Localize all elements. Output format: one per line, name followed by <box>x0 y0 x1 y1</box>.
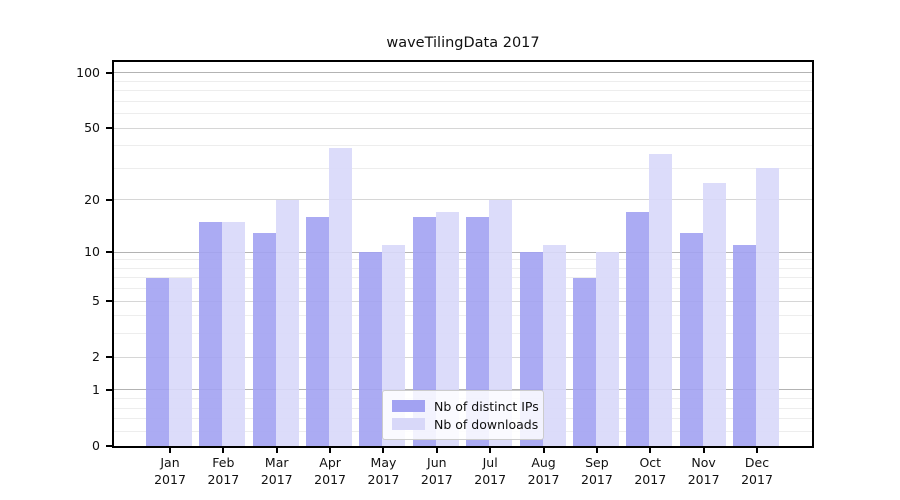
x-tick-mark <box>702 448 705 453</box>
y-axis-tick-label: 0 <box>92 438 100 453</box>
bar-distinct-ips <box>252 232 276 446</box>
gridline-minor <box>114 267 812 269</box>
y-axis-tick-label: 50 <box>84 120 100 136</box>
x-axis-tick-label: May 2017 <box>367 455 400 487</box>
gridline-minor <box>114 80 812 82</box>
x-tick-mark <box>435 448 438 453</box>
legend-swatch-distinct-ips <box>392 400 425 412</box>
x-tick-mark <box>756 448 758 453</box>
bar-distinct-ips <box>466 217 490 446</box>
bar-downloads <box>275 199 299 446</box>
x-axis-tick-label: Nov 2017 <box>687 455 720 487</box>
y-axis-tick-label: 5 <box>92 293 100 309</box>
x-tick-mark <box>489 448 492 453</box>
gridline-minor <box>114 259 812 261</box>
y-axis-tick-label: 10 <box>84 244 100 260</box>
plot-area: waveTilingData 2017 100 50 20 10 5 2 1 0 Jan 201… <box>76 35 814 487</box>
x-axis-tick-label: Feb 2017 <box>207 455 240 487</box>
bar-downloads <box>222 221 246 446</box>
bar-downloads <box>542 245 566 446</box>
x-tick-mark <box>595 448 598 453</box>
x-axis-tick-label: Jan 2017 <box>154 455 186 487</box>
bar-downloads <box>329 147 353 446</box>
y-tick-mark <box>106 71 114 74</box>
bar-downloads <box>649 154 673 446</box>
x-tick-mark <box>382 448 385 453</box>
x-axis-tick-label: Oct 2017 <box>634 455 667 487</box>
y-tick-mark <box>106 356 114 359</box>
x-tick-mark <box>542 448 545 453</box>
x-tick-mark <box>222 448 225 453</box>
gridline-major <box>114 127 812 129</box>
gridline-major <box>114 300 812 302</box>
bar-distinct-ips <box>572 277 596 446</box>
gridline-minor <box>114 113 812 115</box>
gridline-minor <box>114 333 812 335</box>
gridline-major <box>114 199 812 201</box>
x-axis-tick-label: Apr 2017 <box>314 455 346 487</box>
legend-swatch-downloads <box>392 418 425 430</box>
chart-title: waveTilingData 2017 <box>386 35 540 51</box>
y-axis-tick-label: 20 <box>84 191 100 207</box>
bar-distinct-ips <box>359 252 383 446</box>
x-tick-mark <box>329 448 332 453</box>
bar-downloads <box>169 277 192 446</box>
x-tick-mark <box>169 448 171 453</box>
bar-distinct-ips <box>146 277 169 446</box>
gridline-major <box>114 356 812 358</box>
y-tick-mark <box>106 300 114 303</box>
y-axis-tick-label: 100 <box>76 64 100 80</box>
x-axis-tick-label: Aug 2017 <box>527 455 560 487</box>
x-axis-tick-label: Jun 2017 <box>420 455 453 487</box>
gridline-minor <box>114 315 812 317</box>
y-tick-mark <box>106 198 114 201</box>
bar-downloads <box>435 212 459 446</box>
y-tick-mark <box>106 388 114 391</box>
gridline-minor <box>114 167 812 169</box>
x-axis-tick-label: Mar 2017 <box>260 455 293 487</box>
bar-distinct-ips <box>412 217 436 446</box>
y-tick-mark <box>106 445 114 447</box>
gridline-minor <box>114 145 812 147</box>
y-tick-mark <box>106 127 114 130</box>
y-axis-tick-label: 1 <box>92 381 100 397</box>
bar-downloads <box>595 252 619 446</box>
legend: Nb of distinct IPs Nb of downloads <box>382 390 544 440</box>
gridline-minor <box>114 288 812 290</box>
legend-label-downloads: Nb of downloads <box>434 416 539 432</box>
gridline-minor <box>114 100 812 102</box>
bar-distinct-ips <box>306 217 330 446</box>
gridline-major <box>114 72 812 74</box>
gridline-minor <box>114 277 812 279</box>
gridline-minor <box>114 90 812 92</box>
legend-item: Nb of downloads <box>392 415 538 433</box>
gridline-major <box>114 251 812 253</box>
bar-distinct-ips <box>626 212 650 446</box>
legend-item: Nb of distinct IPs <box>392 397 539 415</box>
legend-label-distinct-ips: Nb of distinct IPs <box>434 398 539 414</box>
bar-distinct-ips <box>733 245 756 446</box>
gridline-major <box>114 389 812 391</box>
bar-distinct-ips <box>199 221 223 446</box>
y-tick-mark <box>106 251 114 254</box>
x-tick-mark <box>649 448 652 453</box>
x-axis-tick-label: Jul 2017 <box>474 455 507 487</box>
bar-downloads <box>489 199 513 446</box>
bar-distinct-ips <box>679 232 703 446</box>
x-axis-tick-label: Sep 2017 <box>581 455 613 487</box>
y-axis-tick-label: 2 <box>92 349 100 365</box>
x-axis-tick-label: Dec 2017 <box>741 455 773 487</box>
x-tick-mark <box>275 448 278 453</box>
bar-downloads <box>756 168 779 446</box>
bar-downloads <box>702 182 726 446</box>
